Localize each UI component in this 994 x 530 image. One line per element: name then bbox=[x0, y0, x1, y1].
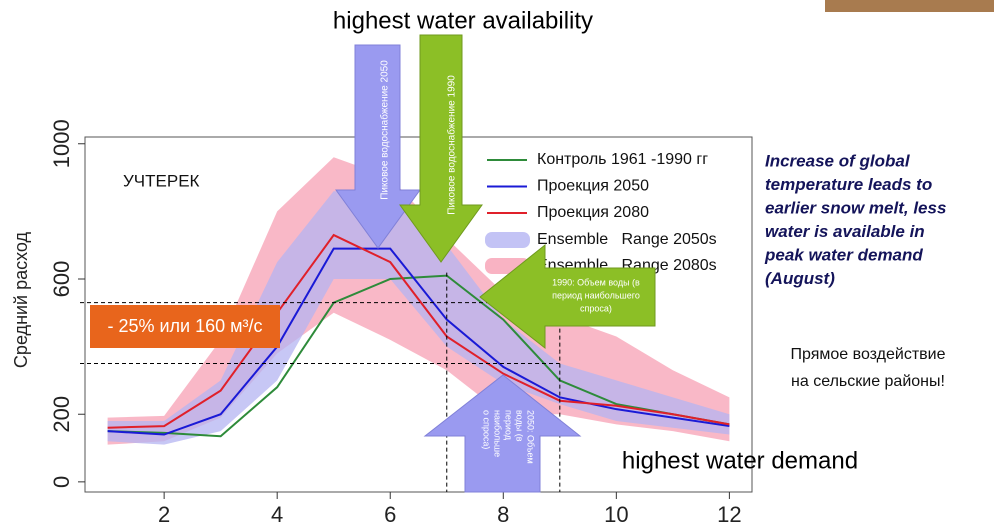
plot-label: УЧТЕРЕК bbox=[123, 171, 200, 190]
legend-label: Проекция 2050 bbox=[537, 178, 649, 195]
note-line: water is available in bbox=[765, 222, 925, 241]
impact-line: Прямое воздействие bbox=[791, 346, 946, 363]
arrow-label: 1990: Объем воды (в bbox=[552, 277, 640, 287]
y-tick-label: 600 bbox=[49, 261, 74, 298]
x-tick-label: 8 bbox=[497, 502, 509, 527]
y-axis-label: Средний расход bbox=[11, 231, 31, 368]
y-tick-label: 1000 bbox=[49, 119, 74, 168]
note-line: (August) bbox=[765, 269, 835, 288]
slide: 2 4 6 8 10 12 0 200 600 1000 Средний расход Контрол… bbox=[0, 0, 994, 530]
legend-label: Проекция 2080 bbox=[537, 204, 649, 221]
legend-swatch bbox=[485, 232, 530, 248]
y-tick-label: 0 bbox=[49, 476, 74, 488]
x-tick-label: 12 bbox=[717, 502, 741, 527]
arrow-label: Пиковое водоснабжение 1990 bbox=[446, 75, 458, 215]
legend-label: Ensemble Range 2050s bbox=[537, 231, 717, 248]
impact-line: на сельские районы! bbox=[791, 373, 945, 390]
x-tick-label: 2 bbox=[158, 502, 170, 527]
arrow-label: период bbox=[504, 410, 514, 441]
x-tick-label: 4 bbox=[271, 502, 283, 527]
arrow-label: наибольше bbox=[493, 410, 503, 457]
change-label: - 25% или 160 м³/с bbox=[107, 316, 262, 336]
arrow-label: 2050: Объем bbox=[526, 410, 536, 464]
x-tick-label: 10 bbox=[604, 502, 628, 527]
note-line: earlier snow melt, less bbox=[765, 198, 946, 217]
arrow-label: воды (в bbox=[515, 410, 525, 442]
arrow-label: Пиковое водоснабжение 2050 bbox=[379, 60, 391, 200]
arrow-label: о спроса) bbox=[482, 410, 492, 449]
y-tick-label: 200 bbox=[49, 396, 74, 433]
note-line: temperature leads to bbox=[765, 175, 932, 194]
title: highest water availability bbox=[333, 7, 593, 34]
note-line: peak water demand bbox=[764, 245, 923, 264]
arrow-label: период наибольшего bbox=[552, 290, 640, 300]
legend-label: Контроль 1961 -1990 гг bbox=[537, 151, 708, 168]
photo-fragment bbox=[825, 0, 994, 12]
x-tick-label: 6 bbox=[384, 502, 396, 527]
note-line: Increase of global bbox=[765, 151, 911, 170]
subtitle: highest water demand bbox=[622, 447, 858, 474]
arrow-label: спроса) bbox=[580, 303, 612, 313]
